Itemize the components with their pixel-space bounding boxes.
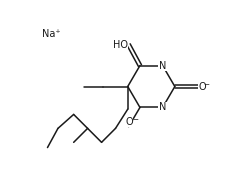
Text: N: N bbox=[159, 61, 166, 71]
Text: O: O bbox=[126, 117, 133, 127]
Text: −: − bbox=[133, 118, 139, 123]
Text: −: − bbox=[203, 82, 209, 88]
Text: N: N bbox=[159, 102, 166, 112]
Text: HO: HO bbox=[113, 40, 128, 50]
Text: O: O bbox=[198, 82, 206, 91]
Text: Na⁺: Na⁺ bbox=[42, 29, 60, 39]
